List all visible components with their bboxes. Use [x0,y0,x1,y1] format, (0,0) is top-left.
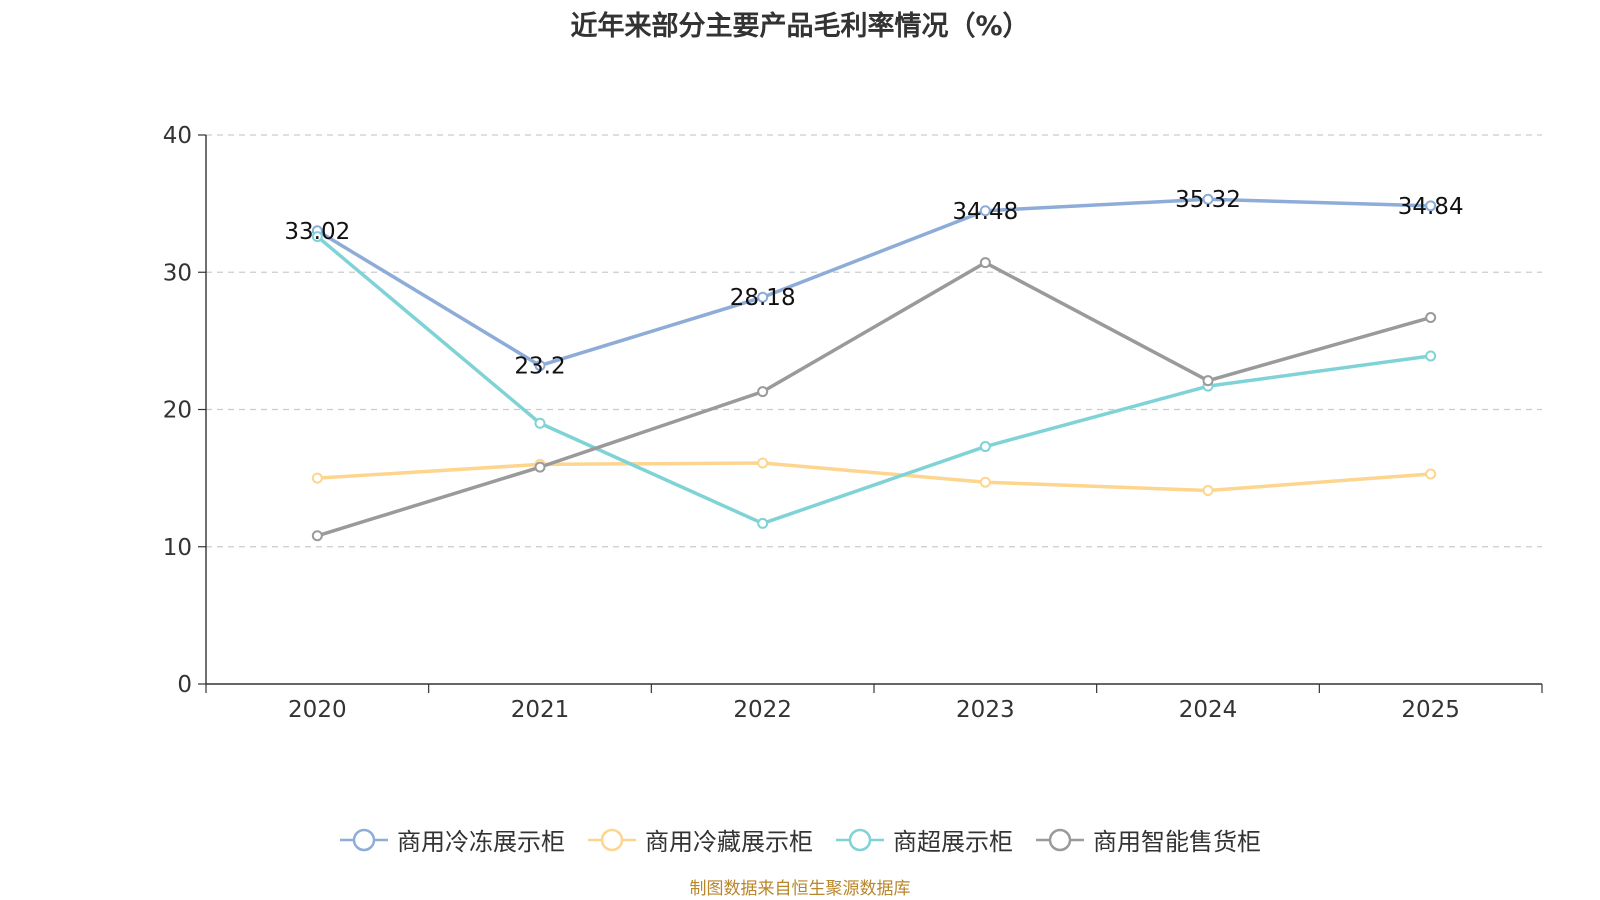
y-tick-label: 30 [163,260,192,286]
chart-title: 近年来部分主要产品毛利率情况（%） [570,11,1030,42]
data-point [1202,484,1214,496]
data-point [757,386,769,398]
data-point [979,205,991,217]
data-point [1425,350,1437,362]
legend-label: 商用冷藏展示柜 [645,828,813,856]
legend-item[interactable]: 商超展示柜 [835,822,1013,857]
x-tick-label: 2021 [511,697,570,723]
data-point [757,291,769,303]
data-label: 34.84 [1398,194,1464,220]
series-line [317,461,1431,493]
legend-item[interactable]: 商用冷藏展示柜 [587,822,813,857]
legend-marker-icon [588,828,636,851]
legend-marker-circle [1048,828,1072,851]
x-tick-label: 2025 [1401,697,1460,723]
data-label: 33.02 [284,219,350,245]
legend-marker-circle [600,828,624,851]
legend-marker-circle [848,828,872,851]
data-point [1202,375,1214,387]
legend: 商用冷冻展示柜 商用冷藏展示柜 商超展示柜 商用智能售货柜 [0,822,1600,857]
y-tick-label: 20 [163,398,192,424]
x-tick-label: 2024 [1179,697,1238,723]
data-label: 35.32 [1175,187,1241,213]
data-label: 23.2 [514,354,565,380]
legend-item[interactable]: 商用冷冻展示柜 [339,822,565,857]
series-line [316,235,1431,526]
x-tick-label: 2023 [956,697,1015,723]
legend-label: 商用冷冻展示柜 [397,828,565,856]
series-line [316,197,1431,368]
legend-item[interactable]: 商用智能售货柜 [1035,822,1261,857]
legend-label: 商超展示柜 [893,828,1013,856]
data-point [757,517,769,529]
data-point [979,476,991,488]
source-note: 制图数据来自恒生聚源数据库 [689,879,911,899]
data-point [534,360,546,372]
data-point [1425,200,1437,212]
data-point [757,457,769,469]
data-point [979,441,991,453]
legend-marker-icon [340,828,388,851]
data-label: 28.18 [730,285,796,311]
data-point [1425,468,1437,480]
data-point [311,530,323,542]
data-label: 34.48 [952,199,1018,225]
legend-label: 商用智能售货柜 [1093,828,1261,856]
series-line [316,260,1432,538]
data-point [1425,312,1437,324]
data-point [311,472,323,484]
data-point [979,257,991,269]
y-tick-label: 10 [163,535,192,561]
legend-marker-icon [1036,828,1084,851]
legend-marker-icon [836,828,884,851]
data-point [311,231,323,243]
y-tick-label: 40 [163,123,192,149]
x-tick-label: 2022 [733,697,792,723]
data-point [1202,193,1214,205]
data-point [534,461,546,473]
x-tick-label: 2020 [288,697,347,723]
data-point [534,417,546,429]
y-tick-label: 0 [177,672,192,698]
legend-marker-circle [352,828,376,851]
